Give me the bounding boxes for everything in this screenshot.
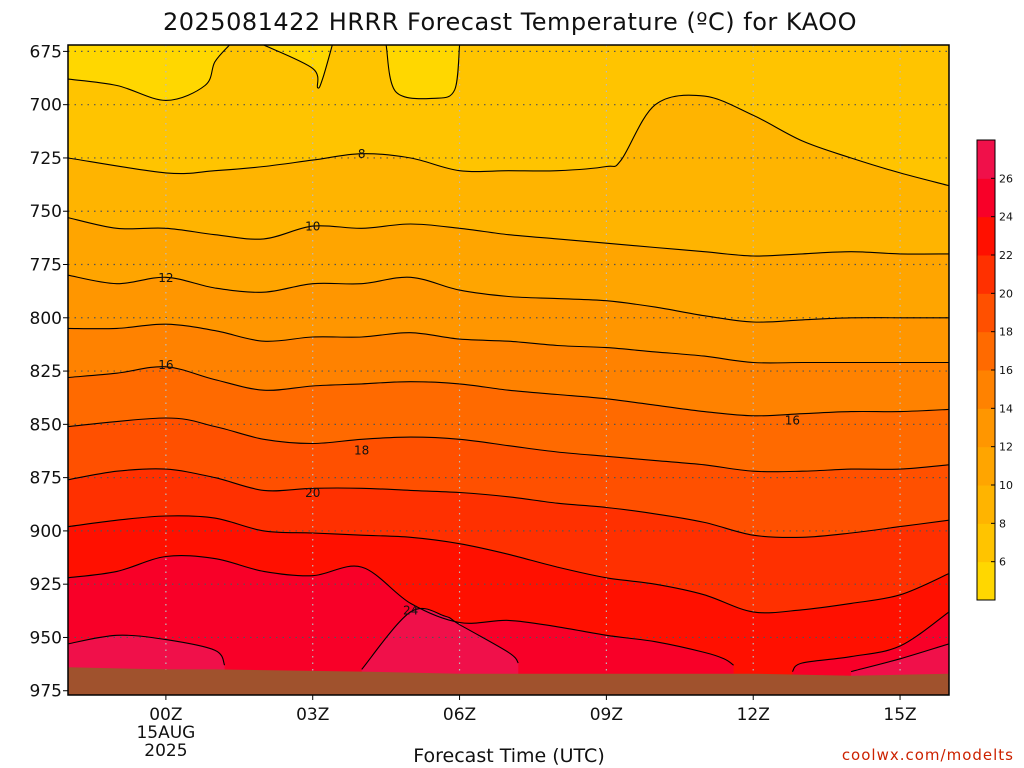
y-tick-label: 750 bbox=[30, 202, 62, 222]
colorbar-tick-label: 24 bbox=[999, 211, 1013, 224]
y-tick-label: 975 bbox=[30, 682, 62, 702]
contour-line-24 bbox=[361, 607, 519, 670]
y-tick-label: 875 bbox=[30, 469, 62, 489]
colorbar-band bbox=[977, 485, 995, 524]
contour-label: 12 bbox=[158, 271, 173, 285]
contour-line-4 bbox=[68, 45, 230, 101]
x-tick-sublabel: 15AUG bbox=[136, 723, 195, 743]
plot-frame bbox=[67, 44, 950, 696]
colorbar-tick-label: 26 bbox=[999, 172, 1013, 185]
contour-label-layer: 8 10 12 16 16 18 20 24 bbox=[158, 147, 800, 617]
contour-label-text: 24 bbox=[403, 603, 418, 617]
colorbar: 6 8 10 12 14 16 18 20 22 24 26 bbox=[976, 139, 1013, 601]
band-fill bbox=[386, 45, 460, 99]
y-axis: 675 700 725 750 775 800 825 850 875 900 925 950 975 bbox=[30, 42, 68, 702]
colorbar-band bbox=[977, 140, 995, 179]
x-tick-label: 03Z bbox=[296, 705, 329, 725]
ground-surface bbox=[68, 667, 949, 695]
y-tick-label: 725 bbox=[30, 149, 62, 169]
contour-line-4 bbox=[385, 45, 461, 100]
contour-label: 16 bbox=[785, 414, 800, 428]
contour-line-10 bbox=[68, 274, 949, 323]
contour-label-text: 10 bbox=[305, 220, 320, 234]
contour-label-text: 16 bbox=[785, 414, 800, 428]
colorbar-band bbox=[977, 408, 995, 448]
y-tick-label: 775 bbox=[30, 256, 62, 276]
colorbar-tick-label: 8 bbox=[999, 517, 1006, 530]
contour-label: 10 bbox=[305, 220, 320, 234]
contour-line-18 bbox=[68, 468, 949, 539]
contour-label-text: 12 bbox=[158, 271, 173, 285]
colorbar-band bbox=[977, 446, 995, 486]
colorbar-tick-label: 18 bbox=[999, 326, 1013, 339]
y-tick-label: 950 bbox=[30, 628, 62, 648]
contour-label-text: 8 bbox=[358, 147, 366, 161]
colorbar-tick-label: 14 bbox=[999, 402, 1013, 415]
colorbar-tick-label: 6 bbox=[999, 556, 1006, 569]
temperature-fill-layer bbox=[68, 45, 949, 695]
colorbar-tick-label: 10 bbox=[999, 479, 1013, 492]
colorbar-band bbox=[977, 216, 995, 256]
x-tick-label: 09Z bbox=[590, 705, 623, 725]
y-tick-label: 900 bbox=[30, 522, 62, 542]
y-tick-label: 850 bbox=[30, 415, 62, 435]
y-tick-label: 675 bbox=[30, 42, 62, 62]
colorbar-band bbox=[977, 331, 995, 371]
contour-line-22 bbox=[68, 554, 734, 666]
x-tick-label: 06Z bbox=[443, 705, 476, 725]
contour-label: 24 bbox=[403, 603, 418, 617]
ground-layer bbox=[68, 667, 949, 695]
x-tick-label: 15Z bbox=[883, 705, 916, 725]
band-fill bbox=[68, 45, 230, 101]
contour-label: 20 bbox=[305, 486, 320, 500]
contour-line-14 bbox=[68, 366, 949, 417]
contour-label: 18 bbox=[354, 443, 369, 457]
chart-title: 2025081422 HRRR Forecast Temperature (ºC… bbox=[163, 8, 857, 36]
y-tick-label: 700 bbox=[30, 96, 62, 116]
colorbar-band bbox=[977, 293, 995, 333]
colorbar-band bbox=[977, 561, 995, 601]
contour-line-8 bbox=[68, 217, 949, 257]
contour-label-text: 16 bbox=[158, 358, 173, 372]
colorbar-tick-label: 16 bbox=[999, 364, 1013, 377]
contour-line-12 bbox=[68, 323, 949, 364]
contour-layer bbox=[68, 45, 949, 673]
colorbar-band bbox=[977, 178, 995, 218]
colorbar-tick-label: 22 bbox=[999, 249, 1013, 262]
contour-label-text: 18 bbox=[354, 443, 369, 457]
y-tick-label: 925 bbox=[30, 575, 62, 595]
grid-layer bbox=[68, 45, 949, 695]
colorbar-tick-label: 20 bbox=[999, 287, 1013, 300]
contour-line-24 bbox=[850, 643, 949, 673]
contour-line-16 bbox=[68, 417, 949, 473]
y-tick-label: 825 bbox=[30, 362, 62, 382]
contour-line-24 bbox=[68, 634, 226, 666]
contour-line-4 bbox=[263, 45, 333, 89]
contour-label-text: 20 bbox=[305, 486, 320, 500]
colorbar-band bbox=[977, 523, 995, 563]
contour-label: 8 bbox=[358, 147, 366, 161]
x-tick-label: 00Z bbox=[149, 705, 182, 725]
colorbar-tick-label: 12 bbox=[999, 441, 1013, 454]
contour-label: 16 bbox=[158, 358, 173, 372]
colorbar-band bbox=[977, 370, 995, 409]
contour-line-20 bbox=[68, 515, 949, 614]
x-tick-sublabel: 2025 bbox=[144, 741, 187, 761]
colorbar-band bbox=[977, 255, 995, 294]
band-fill bbox=[263, 45, 333, 89]
contour-line-6 bbox=[68, 94, 949, 187]
contour-line-22 bbox=[791, 611, 949, 673]
x-tick-label: 12Z bbox=[737, 705, 770, 725]
x-axis-label: Forecast Time (UTC) bbox=[413, 745, 604, 767]
y-tick-label: 800 bbox=[30, 309, 62, 329]
credit-link[interactable]: coolwx.com/modelts bbox=[842, 746, 1014, 764]
